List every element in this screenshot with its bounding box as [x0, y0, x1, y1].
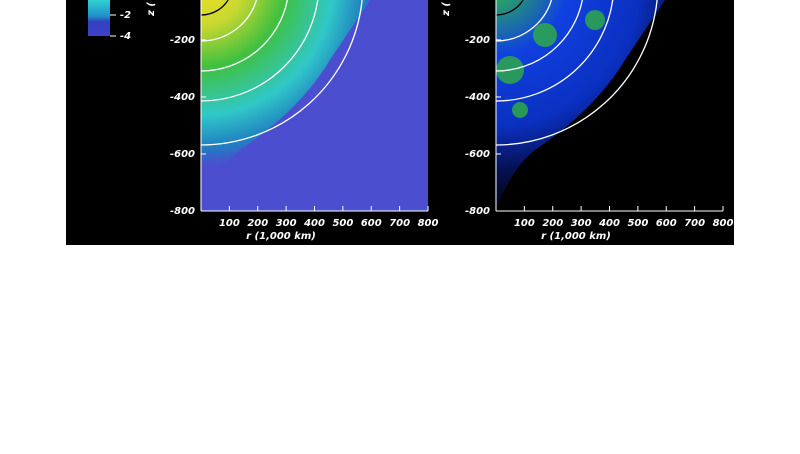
heatmap-field — [201, 0, 370, 211]
colorbar — [88, 0, 110, 36]
heatmap-patch — [533, 23, 557, 47]
x-tick-label: 700 — [684, 218, 705, 229]
contour — [200, 0, 258, 42]
heatmap-field — [496, 0, 665, 211]
contour — [495, 0, 524, 16]
contour — [200, 0, 288, 72]
panel — [495, 0, 723, 211]
x-tick-label: 100 — [219, 218, 240, 229]
x-tick-label: 300 — [276, 218, 297, 229]
x-tick-label: 200 — [247, 218, 268, 229]
contour — [495, 0, 658, 146]
x-tick-label: 400 — [303, 218, 325, 229]
x-tick-label: 800 — [418, 218, 439, 229]
x-tick-label: 800 — [713, 218, 734, 229]
colorbar-tick-label: -2 — [120, 10, 131, 21]
y-axis-label: z ( — [441, 2, 452, 17]
contour — [495, 0, 583, 72]
contour — [495, 0, 614, 102]
x-tick-label: 500 — [627, 218, 648, 229]
panel — [200, 0, 428, 211]
contour — [495, 0, 553, 42]
x-tick-label: 700 — [389, 218, 410, 229]
colorbar-tick-label: -4 — [120, 31, 131, 42]
x-axis-label: r (1,000 km) — [541, 231, 611, 242]
x-tick-label: 200 — [542, 218, 563, 229]
y-tick-label: -600 — [170, 149, 195, 160]
x-tick-label: 400 — [598, 218, 620, 229]
heatmap-patch — [585, 10, 605, 30]
x-tick-label: 600 — [361, 218, 382, 229]
x-tick-label: 500 — [332, 218, 353, 229]
x-tick-label: 300 — [571, 218, 592, 229]
y-tick-label: -400 — [465, 92, 490, 103]
x-axis-label: r (1,000 km) — [246, 231, 316, 242]
heatmap-patch — [512, 102, 528, 118]
y-tick-label: -600 — [465, 149, 490, 160]
y-tick-label: -400 — [170, 92, 195, 103]
y-tick-label: -200 — [170, 35, 195, 46]
contour — [200, 0, 363, 146]
contour — [200, 0, 319, 102]
y-axis-label: z ( — [146, 2, 157, 17]
y-tick-label: -800 — [465, 206, 490, 217]
contour — [200, 0, 229, 16]
y-tick-label: -200 — [465, 35, 490, 46]
x-tick-label: 100 — [514, 218, 535, 229]
x-tick-label: 600 — [656, 218, 677, 229]
y-tick-label: -800 — [170, 206, 195, 217]
